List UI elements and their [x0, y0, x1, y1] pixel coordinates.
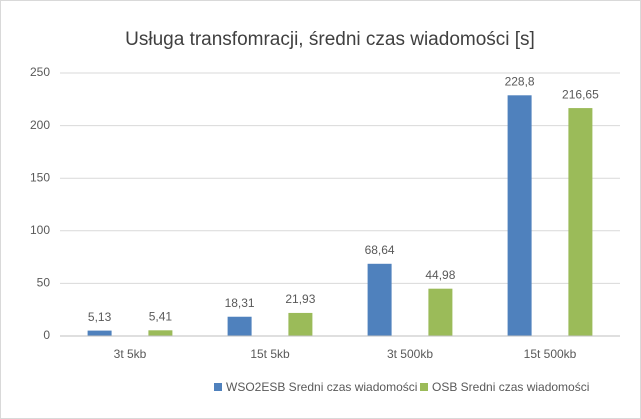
y-tick-label: 50	[37, 276, 51, 290]
data-label: 5,13	[88, 310, 112, 324]
legend-label: WSO2ESB Sredni czas wiadomości	[226, 380, 417, 394]
bar	[148, 330, 173, 336]
x-tick-label: 3t 500kb	[387, 347, 433, 361]
bar	[568, 108, 593, 336]
chart-title: Usługa transfomracji, średni czas wiadom…	[125, 29, 535, 50]
data-label: 21,93	[285, 292, 315, 306]
data-label: 5,41	[149, 309, 173, 323]
data-label: 18,31	[225, 296, 255, 310]
y-tick-label: 0	[43, 328, 50, 342]
x-tick-label: 3t 5kb	[114, 347, 147, 361]
y-tick-label: 100	[30, 223, 50, 237]
data-label: 68,64	[365, 243, 395, 257]
legend-swatch	[420, 383, 428, 391]
x-tick-label: 15t 5kb	[250, 347, 290, 361]
data-label: 228,8	[505, 74, 535, 88]
y-tick-label: 150	[30, 170, 50, 184]
bar	[367, 263, 392, 336]
data-label: 44,98	[425, 268, 455, 282]
y-tick-label: 250	[30, 65, 50, 79]
data-label: 216,65	[562, 87, 599, 101]
bar	[507, 95, 532, 336]
bar	[288, 312, 313, 336]
bar	[227, 316, 252, 336]
legend-label: OSB Sredni czas wiadomości	[432, 380, 589, 394]
bar	[87, 330, 112, 336]
bar	[428, 288, 453, 336]
legend-swatch	[214, 383, 222, 391]
x-tick-label: 15t 500kb	[524, 347, 577, 361]
y-tick-label: 200	[30, 118, 50, 132]
